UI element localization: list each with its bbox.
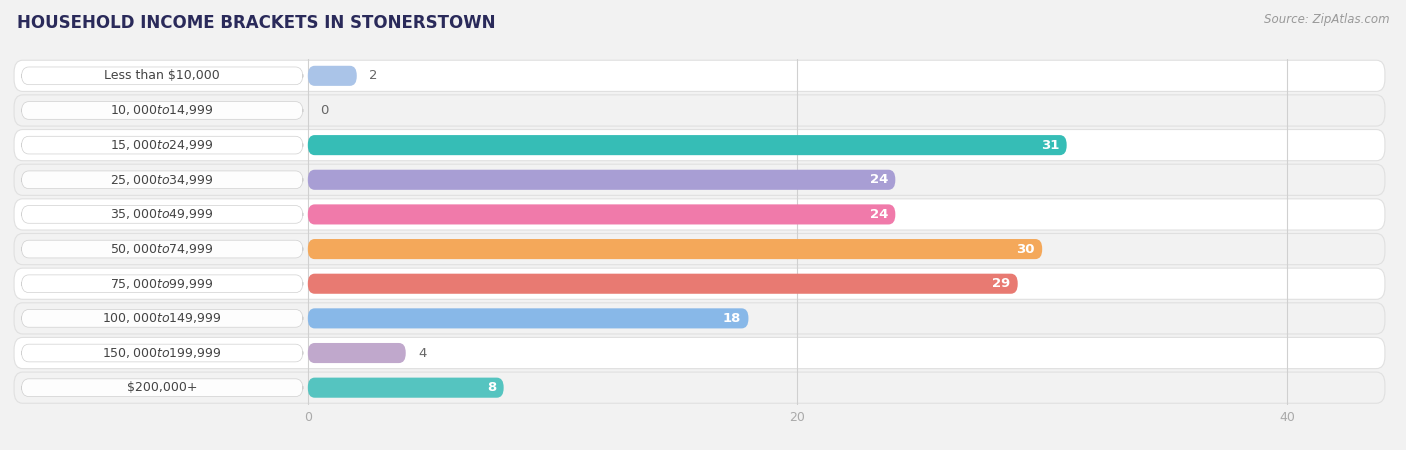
Text: $15,000 to $24,999: $15,000 to $24,999 [111, 138, 214, 152]
Text: $100,000 to $149,999: $100,000 to $149,999 [103, 311, 222, 325]
Text: 24: 24 [869, 208, 889, 221]
FancyBboxPatch shape [21, 310, 302, 327]
FancyBboxPatch shape [21, 67, 302, 85]
FancyBboxPatch shape [21, 136, 302, 154]
FancyBboxPatch shape [21, 206, 302, 223]
Text: $150,000 to $199,999: $150,000 to $199,999 [103, 346, 222, 360]
FancyBboxPatch shape [308, 274, 1018, 294]
FancyBboxPatch shape [308, 308, 748, 328]
Text: $200,000+: $200,000+ [127, 381, 197, 394]
FancyBboxPatch shape [14, 164, 1385, 195]
Text: 18: 18 [723, 312, 741, 325]
Text: Source: ZipAtlas.com: Source: ZipAtlas.com [1264, 14, 1389, 27]
Text: 2: 2 [368, 69, 378, 82]
FancyBboxPatch shape [14, 372, 1385, 403]
FancyBboxPatch shape [14, 338, 1385, 369]
FancyBboxPatch shape [14, 60, 1385, 91]
Text: Less than $10,000: Less than $10,000 [104, 69, 219, 82]
Text: $25,000 to $34,999: $25,000 to $34,999 [111, 173, 214, 187]
Text: 0: 0 [321, 104, 329, 117]
Text: 30: 30 [1017, 243, 1035, 256]
FancyBboxPatch shape [14, 199, 1385, 230]
FancyBboxPatch shape [14, 130, 1385, 161]
Text: $10,000 to $14,999: $10,000 to $14,999 [111, 104, 214, 117]
FancyBboxPatch shape [21, 102, 302, 119]
FancyBboxPatch shape [308, 204, 896, 225]
FancyBboxPatch shape [308, 378, 503, 398]
FancyBboxPatch shape [21, 344, 302, 362]
FancyBboxPatch shape [14, 95, 1385, 126]
Text: 4: 4 [418, 346, 426, 360]
FancyBboxPatch shape [21, 379, 302, 396]
Text: $50,000 to $74,999: $50,000 to $74,999 [111, 242, 214, 256]
FancyBboxPatch shape [14, 268, 1385, 299]
Text: $35,000 to $49,999: $35,000 to $49,999 [111, 207, 214, 221]
Text: 31: 31 [1040, 139, 1059, 152]
Text: 29: 29 [993, 277, 1011, 290]
Text: HOUSEHOLD INCOME BRACKETS IN STONERSTOWN: HOUSEHOLD INCOME BRACKETS IN STONERSTOWN [17, 14, 495, 32]
Text: 24: 24 [869, 173, 889, 186]
FancyBboxPatch shape [308, 170, 896, 190]
FancyBboxPatch shape [308, 239, 1042, 259]
FancyBboxPatch shape [308, 66, 357, 86]
FancyBboxPatch shape [21, 275, 302, 292]
FancyBboxPatch shape [21, 171, 302, 189]
FancyBboxPatch shape [308, 135, 1067, 155]
FancyBboxPatch shape [14, 234, 1385, 265]
FancyBboxPatch shape [21, 240, 302, 258]
FancyBboxPatch shape [308, 343, 406, 363]
Text: $75,000 to $99,999: $75,000 to $99,999 [111, 277, 214, 291]
FancyBboxPatch shape [14, 303, 1385, 334]
Text: 8: 8 [486, 381, 496, 394]
